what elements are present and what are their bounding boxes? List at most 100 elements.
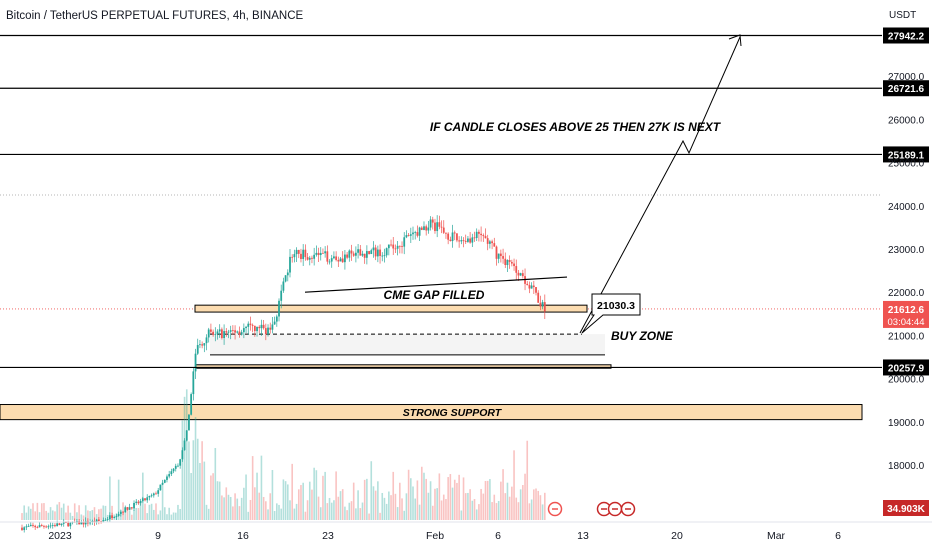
candle xyxy=(62,519,65,527)
candle xyxy=(521,269,524,279)
volume-bar xyxy=(27,506,30,520)
candle xyxy=(115,513,118,521)
candle xyxy=(449,236,452,242)
volume-bar xyxy=(311,489,313,520)
volume-bar xyxy=(544,492,546,520)
candle-body xyxy=(229,330,232,332)
candle-body xyxy=(40,525,43,526)
volume-bar xyxy=(368,513,370,520)
volume-bar xyxy=(471,500,474,520)
volume-bar xyxy=(517,502,520,520)
candle xyxy=(330,254,333,268)
volume-bar xyxy=(304,511,307,520)
volume-bar xyxy=(146,513,149,520)
volume-bar xyxy=(159,510,162,520)
candle xyxy=(425,224,428,236)
candle-body xyxy=(251,324,254,326)
candle xyxy=(212,329,215,337)
projection-path xyxy=(579,36,741,334)
volume-bar xyxy=(126,506,129,520)
candle xyxy=(172,468,175,474)
candle-body xyxy=(330,258,333,262)
volume-bar xyxy=(163,507,166,520)
candle xyxy=(196,338,199,356)
volume-bar xyxy=(427,492,430,520)
volume-bar xyxy=(335,471,337,520)
candle xyxy=(414,230,417,240)
volume-bar xyxy=(429,481,432,520)
volume-bar xyxy=(511,486,513,520)
volume-bar xyxy=(203,461,206,520)
candle xyxy=(453,230,456,241)
volume-bar xyxy=(370,461,373,520)
candle-body xyxy=(275,316,278,322)
candle-body xyxy=(484,236,487,239)
volume-bar xyxy=(447,477,449,520)
candle-body xyxy=(319,252,322,256)
candle xyxy=(260,319,263,336)
candle xyxy=(280,284,283,309)
volume-bar xyxy=(506,482,509,520)
candle xyxy=(128,503,131,511)
candle-body xyxy=(148,495,151,498)
candle-body xyxy=(436,222,439,232)
candle xyxy=(370,248,373,255)
symbol-title: Bitcoin / TetherUS PERPETUAL FUTURES, 4h… xyxy=(6,10,304,22)
candle-body xyxy=(192,371,195,395)
volume-bar xyxy=(247,511,250,520)
candle-body xyxy=(207,329,210,338)
candle-body xyxy=(106,519,109,520)
volume-bar xyxy=(36,502,39,520)
candle xyxy=(506,259,509,273)
candle xyxy=(223,324,225,345)
candle xyxy=(350,244,353,261)
volume-bar xyxy=(399,482,401,520)
volume-bar xyxy=(280,508,283,520)
candle-body xyxy=(403,237,406,247)
candle xyxy=(139,498,142,506)
candle xyxy=(289,249,291,278)
candle xyxy=(376,245,379,263)
volume-bar xyxy=(78,505,80,520)
candle xyxy=(412,226,414,240)
candle xyxy=(464,234,467,244)
volume-bar xyxy=(410,478,412,520)
current-price-tag xyxy=(883,300,929,328)
candle-body xyxy=(519,273,522,276)
candle xyxy=(218,324,221,338)
volume-bar xyxy=(361,502,364,520)
volume-bar xyxy=(440,500,443,520)
candle xyxy=(447,232,450,245)
candle-body xyxy=(537,292,540,303)
candle-body xyxy=(247,323,250,327)
candle xyxy=(456,233,458,243)
volume-bar xyxy=(392,471,395,520)
candle xyxy=(519,272,522,276)
volume-bar xyxy=(341,489,344,520)
annotation-buy-zone: BUY ZONE xyxy=(611,329,674,343)
candle-body xyxy=(45,526,48,528)
volume-bar xyxy=(196,438,199,520)
candle xyxy=(357,243,359,259)
candle xyxy=(133,500,135,511)
y-tick-label: 25000.0 xyxy=(888,159,925,170)
volume-bar xyxy=(32,503,34,520)
volume-bar xyxy=(526,440,529,520)
candle-body xyxy=(286,272,289,276)
x-tick-label: 9 xyxy=(155,530,161,542)
volume-bar xyxy=(363,479,366,520)
volume-bar xyxy=(464,493,467,520)
candle-body xyxy=(174,465,177,469)
candle xyxy=(344,249,346,270)
candle xyxy=(146,494,149,503)
candle-body xyxy=(324,251,327,254)
candle xyxy=(293,249,296,263)
candle xyxy=(475,228,478,242)
candle-body xyxy=(51,525,54,526)
volume-bar xyxy=(82,515,85,520)
volume-bar xyxy=(225,487,228,520)
candle-body xyxy=(526,283,529,286)
candle-body xyxy=(354,252,357,256)
